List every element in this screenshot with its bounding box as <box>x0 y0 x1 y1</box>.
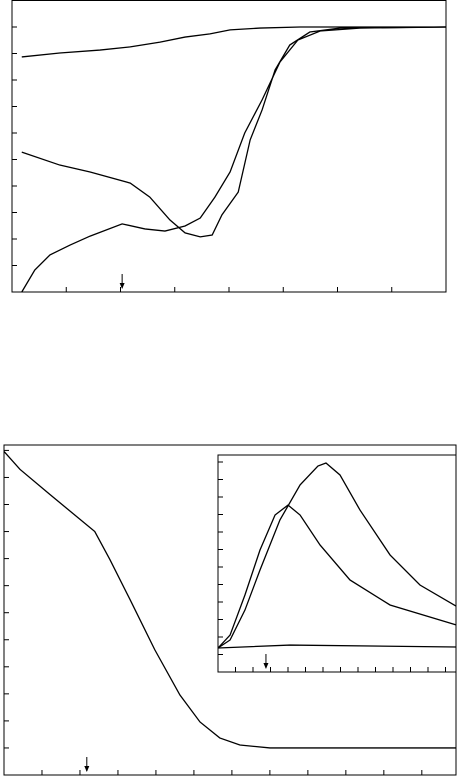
plot-frame <box>11 0 447 293</box>
curve <box>217 644 457 649</box>
curve <box>217 462 457 649</box>
curve <box>21 26 446 58</box>
curve <box>217 504 457 649</box>
plot-frame <box>217 454 457 673</box>
chart <box>217 454 457 673</box>
arrow-head <box>263 663 269 669</box>
marker-arrow <box>263 654 269 669</box>
chart <box>11 0 447 293</box>
curve <box>21 26 447 293</box>
curve <box>21 26 447 238</box>
arrow-head <box>119 283 125 289</box>
curve <box>3 451 456 749</box>
marker-arrow <box>119 274 125 289</box>
chart <box>3 444 457 776</box>
marker-arrow <box>84 757 90 772</box>
arrow-head <box>84 766 90 772</box>
plot-frame <box>3 444 457 776</box>
